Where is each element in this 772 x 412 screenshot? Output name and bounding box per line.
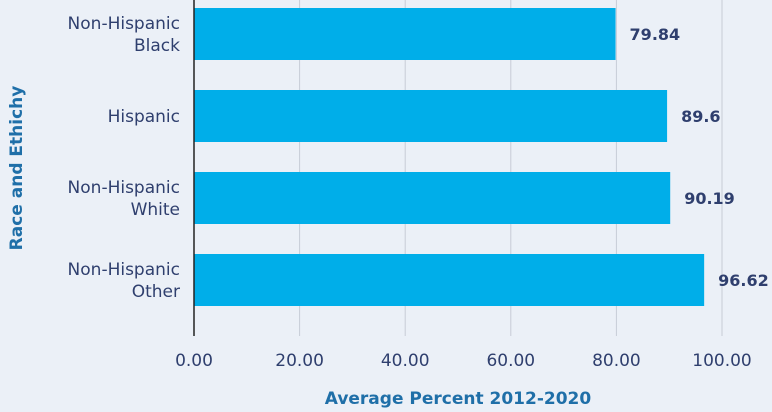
category-label: Non-Hispanic White bbox=[68, 178, 180, 220]
bar bbox=[194, 90, 668, 142]
value-label: 89.6 bbox=[681, 107, 720, 126]
x-tick-label: 60.00 bbox=[486, 351, 535, 371]
x-tick-label: 0.00 bbox=[175, 351, 213, 371]
x-tick-label: 80.00 bbox=[592, 351, 641, 371]
category-label-line: Other bbox=[132, 282, 180, 302]
category-label-line: Hispanic bbox=[108, 107, 180, 127]
value-label: 90.19 bbox=[684, 189, 735, 208]
category-label-line: White bbox=[131, 200, 180, 220]
value-label: 96.62 bbox=[718, 271, 769, 290]
bars bbox=[194, 8, 705, 306]
bar bbox=[194, 254, 705, 306]
category-label-line: Non-Hispanic bbox=[68, 178, 180, 198]
category-label-line: Black bbox=[134, 36, 180, 56]
bar bbox=[194, 172, 671, 224]
category-label-line: Non-Hispanic bbox=[68, 260, 180, 280]
value-label: 79.84 bbox=[630, 25, 681, 44]
category-label: Non-Hispanic Other bbox=[68, 260, 180, 302]
x-tick-labels: 0.00 20.00 40.00 60.00 80.00 100.00 bbox=[175, 351, 752, 371]
category-label-line: Non-Hispanic bbox=[68, 14, 180, 34]
x-axis-title: Average Percent 2012-2020 bbox=[325, 389, 592, 409]
value-labels: 79.84 89.6 90.19 96.62 bbox=[630, 25, 769, 290]
x-tick-label: 100.00 bbox=[692, 351, 751, 371]
y-axis-title: Race and Ethichy bbox=[7, 86, 27, 251]
bar bbox=[194, 8, 616, 60]
x-tick-label: 40.00 bbox=[381, 351, 430, 371]
category-label: Hispanic bbox=[108, 107, 180, 127]
category-label: Non-Hispanic Black bbox=[68, 14, 181, 56]
x-tick-label: 20.00 bbox=[275, 351, 324, 371]
